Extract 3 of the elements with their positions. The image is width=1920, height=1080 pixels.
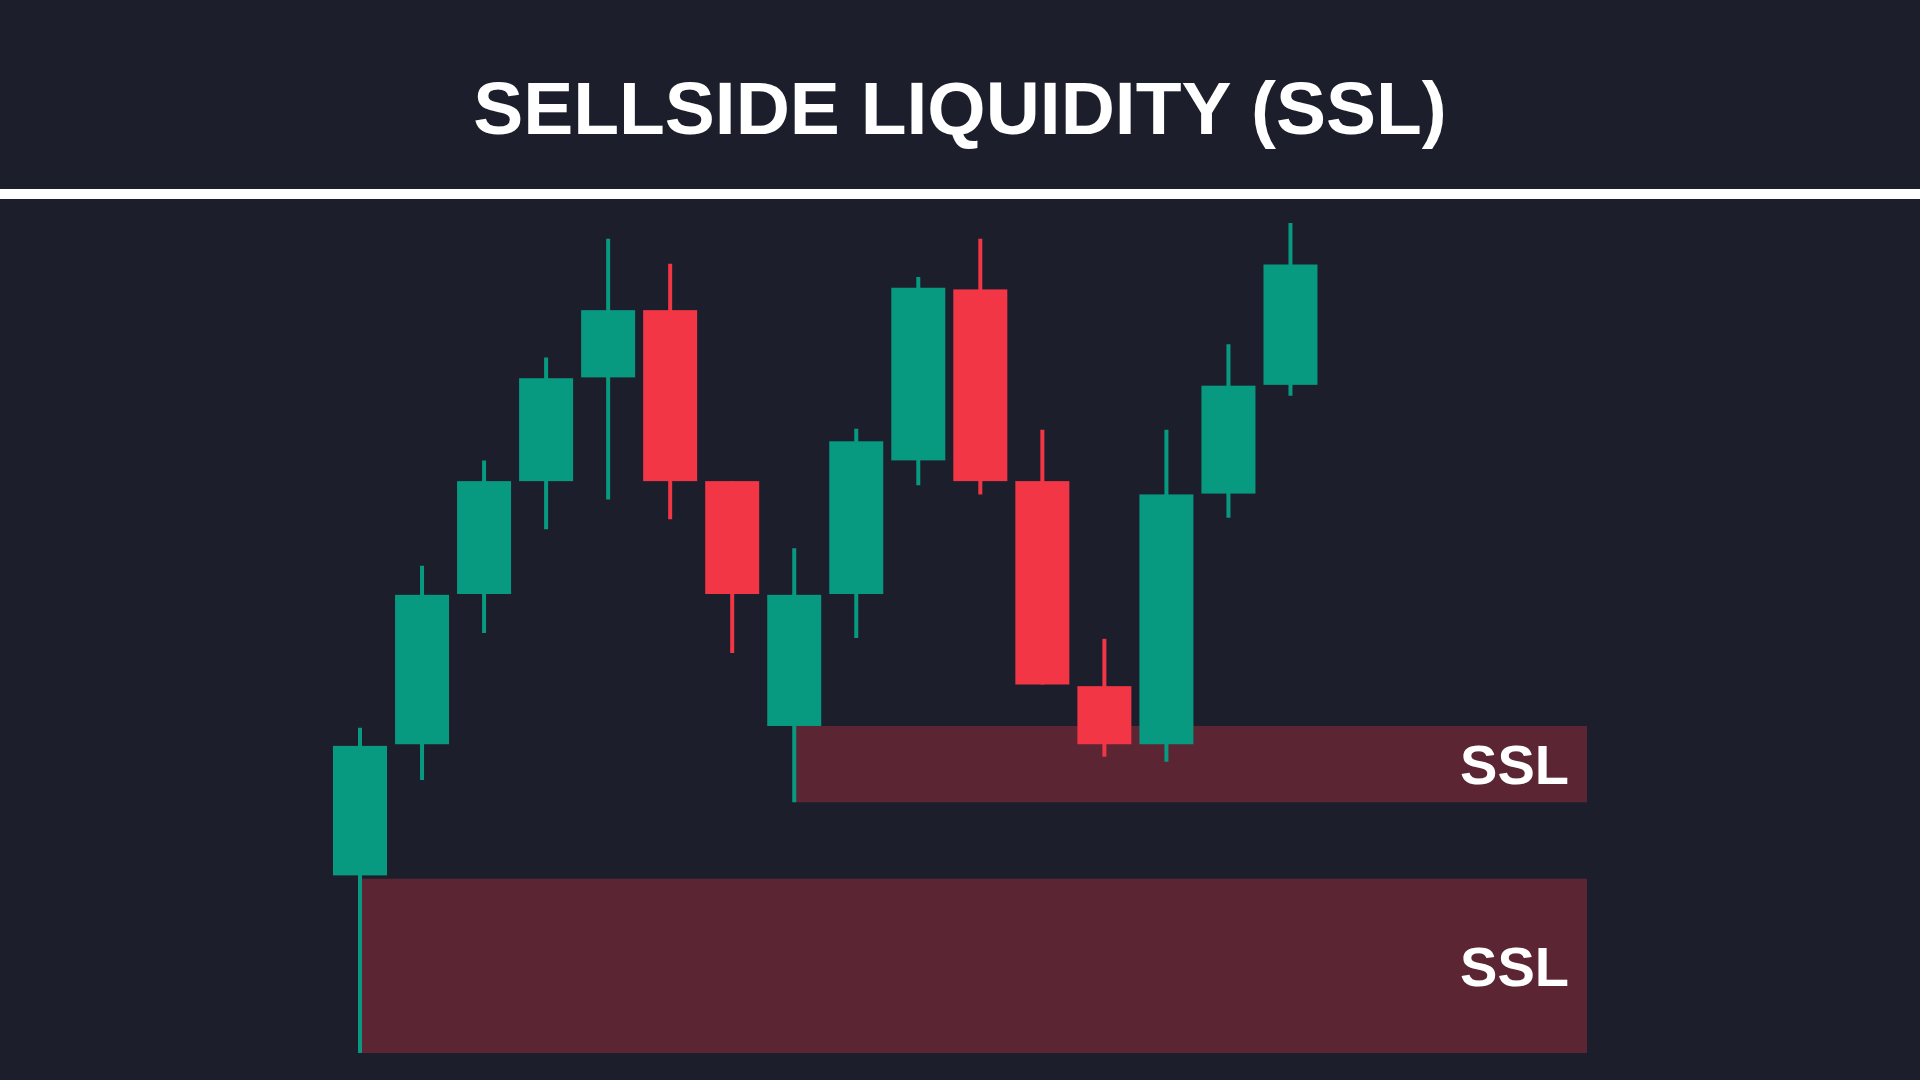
band-label: SSL [1460, 733, 1569, 797]
band-label: SSL [1460, 934, 1569, 998]
chart-title: SELLSIDE LIQUIDITY (SSL) [472, 65, 1448, 152]
